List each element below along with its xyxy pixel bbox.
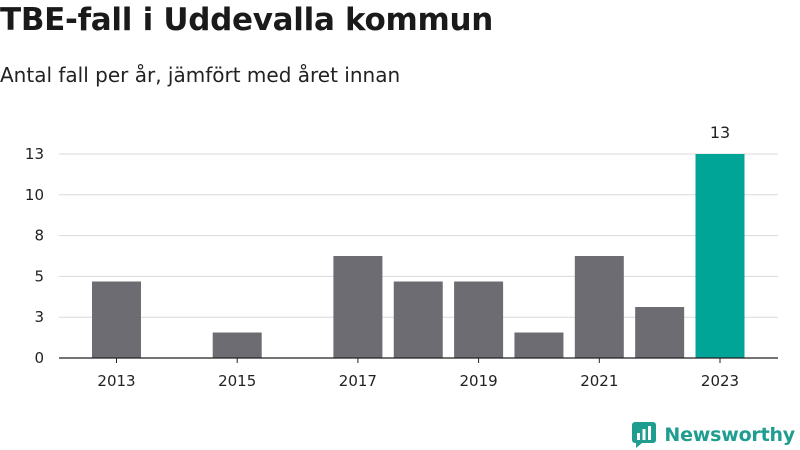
y-tick-label: 13 xyxy=(25,145,44,163)
brand-name: Newsworthy xyxy=(664,424,795,446)
bar-2023 xyxy=(695,154,745,358)
y-tick-label: 10 xyxy=(25,186,44,204)
x-tick-label: 2023 xyxy=(701,372,739,390)
x-tick-label: 2015 xyxy=(218,372,256,390)
brand: Newsworthy xyxy=(632,420,795,450)
x-tick-label: 2017 xyxy=(339,372,377,390)
x-tick-label: 2019 xyxy=(460,372,498,390)
x-tick-label: 2013 xyxy=(97,372,135,390)
bar-2015 xyxy=(212,332,262,358)
bar-2019 xyxy=(454,281,504,358)
bar-2020 xyxy=(514,332,564,358)
chart-title: TBE-fall i Uddevalla kommun xyxy=(0,2,494,38)
chart-subtitle: Antal fall per år, jämfört med året inna… xyxy=(0,63,401,87)
bar-2017 xyxy=(333,256,383,358)
bar-2018 xyxy=(393,281,443,358)
data-label-2023: 13 xyxy=(710,123,730,142)
bar-2013 xyxy=(92,281,141,358)
x-tick-label: 2021 xyxy=(580,372,618,390)
y-tick-label: 8 xyxy=(34,227,44,245)
y-tick-label: 0 xyxy=(34,349,44,367)
bar-2021 xyxy=(574,256,624,358)
bar-chart: 0 3 5 8 10 13 13 2013 2015 2017 2019 2021 2023 xyxy=(25,123,778,390)
y-tick-label: 5 xyxy=(34,267,44,285)
y-tick-label: 3 xyxy=(34,308,44,326)
newsworthy-logo-icon xyxy=(632,422,657,448)
bar-2022 xyxy=(635,307,685,358)
